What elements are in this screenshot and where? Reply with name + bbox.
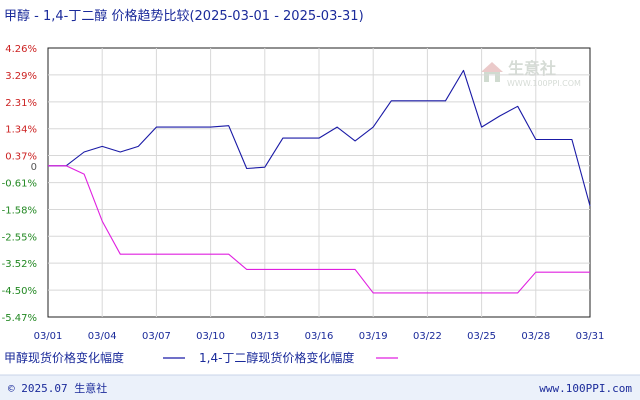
y-tick-label: -5.47% [2,313,37,324]
y-axis-ticks: 4.26% 3.29% 2.31% 1.34% 0.37%0 -0.61% -1.58% -2… [2,44,37,324]
x-tick-label: 03/07 [142,331,171,342]
x-tick-label: 03/22 [413,331,442,342]
x-tick-label: 03/10 [196,331,225,342]
legend-label-methanol: 甲醇现货价格变化幅度 [4,350,124,365]
watermark-url: WWW.100PPI.COM [507,79,581,88]
footer-bar [0,375,640,400]
y-tick-label: 0 [31,162,37,173]
x-tick-label: 03/31 [576,331,605,342]
y-tick-label: 2.31% [5,98,37,109]
y-tick-label: -4.50% [2,286,37,297]
series-line-methanol [48,69,591,207]
x-tick-label: 03/25 [467,331,496,342]
y-tick-label: 4.26% [5,44,37,55]
x-tick-label: 03/04 [88,331,117,342]
x-axis-ticks: 03/01 03/04 03/07 03/10 03/13 03/16 03/19 03/22… [34,331,605,342]
y-tick-label: -2.55% [2,232,37,243]
series-line-bdo [48,165,590,294]
y-tick-label: 1.34% [5,125,37,136]
watermark-logo-icon [481,62,503,82]
x-tick-label: 03/01 [34,331,63,342]
watermark-brand: 生意社 [508,59,556,78]
x-tick-label: 03/19 [359,331,388,342]
y-tick-label: -3.52% [2,259,37,270]
legend: 甲醇现货价格变化幅度 1,4-丁二醇现货价格变化幅度 [4,350,398,365]
grid [48,48,590,317]
chart-title: 甲醇 - 1,4-丁二醇 价格趋势比较(2025-03-01 - 2025-03… [4,8,364,24]
series-lines [48,69,591,294]
x-tick-label: 03/16 [305,331,334,342]
y-tick-label: 0.37% [5,152,37,163]
footer-copyright: © 2025.07 生意社 [8,381,107,395]
x-tick-label: 03/13 [250,331,279,342]
y-tick-label: -0.61% [2,179,37,190]
y-tick-label: 3.29% [5,71,37,82]
legend-label-bdo: 1,4-丁二醇现货价格变化幅度 [199,350,354,365]
y-tick-label: -1.58% [2,205,37,216]
x-tick-label: 03/28 [521,331,550,342]
footer-website-link[interactable]: www.100PPI.com [539,382,632,395]
watermark: 生意社 WWW.100PPI.COM [481,59,581,88]
